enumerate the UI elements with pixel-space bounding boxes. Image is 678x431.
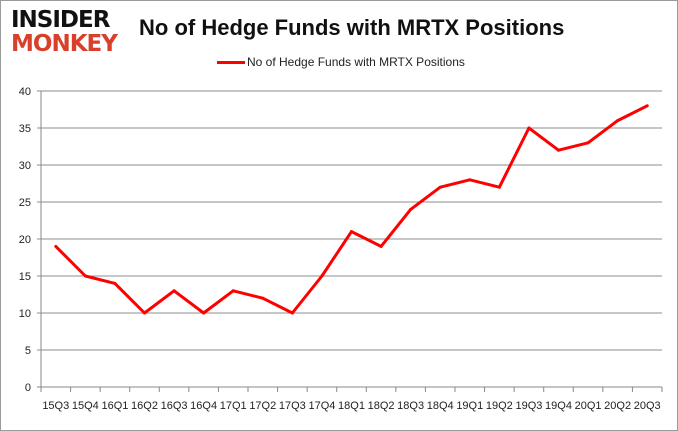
x-tick-label: 18Q3 <box>397 400 424 412</box>
x-tick-label: 16Q4 <box>190 400 217 412</box>
data-point <box>379 244 383 248</box>
legend-label: No of Hedge Funds with MRTX Positions <box>247 55 465 69</box>
x-tick-label: 17Q4 <box>308 400 335 412</box>
x-tick-label: 18Q4 <box>427 400 454 412</box>
x-tick-label: 19Q3 <box>515 400 542 412</box>
x-tick-label: 19Q1 <box>456 400 483 412</box>
y-tick-label: 30 <box>19 160 31 172</box>
data-point <box>497 185 501 189</box>
x-tick-label: 17Q3 <box>279 400 306 412</box>
x-tick-label: 17Q1 <box>220 400 247 412</box>
x-tick-label: 17Q2 <box>249 400 276 412</box>
x-tick-label: 15Q3 <box>42 400 69 412</box>
logo-insider: INSIDER <box>11 7 110 33</box>
x-tick-label: 15Q4 <box>72 400 99 412</box>
y-tick-label: 0 <box>25 382 31 394</box>
data-point <box>113 281 117 285</box>
data-point <box>438 185 442 189</box>
y-tick-label: 5 <box>25 345 31 357</box>
x-tick-label: 16Q3 <box>161 400 188 412</box>
logo-monkey: MONKEY <box>11 31 118 57</box>
legend-swatch <box>217 60 245 64</box>
x-tick-label: 19Q4 <box>545 400 572 412</box>
data-point <box>557 148 560 152</box>
data-point <box>320 274 324 278</box>
x-tick-label: 16Q1 <box>101 400 128 412</box>
x-tick-label: 16Q2 <box>131 400 158 412</box>
x-tick-label: 20Q2 <box>604 400 631 412</box>
x-tick-label: 19Q2 <box>486 400 513 412</box>
x-tick-label: 20Q1 <box>575 400 602 412</box>
y-tick-label: 35 <box>19 123 31 135</box>
y-tick-label: 10 <box>19 308 31 320</box>
data-point <box>468 178 472 182</box>
data-point <box>409 207 413 211</box>
data-point <box>83 274 87 278</box>
data-point <box>616 119 620 123</box>
x-tick-label: 18Q1 <box>338 400 365 412</box>
series-line <box>54 104 648 315</box>
data-point <box>261 296 265 300</box>
data-point <box>527 126 531 130</box>
y-tick-label: 15 <box>19 271 31 283</box>
data-point <box>202 311 206 315</box>
data-point <box>645 104 649 108</box>
y-tick-label: 25 <box>19 197 31 209</box>
x-tick-label: 18Q2 <box>368 400 395 412</box>
x-tick-label: 20Q3 <box>634 400 661 412</box>
data-point <box>143 311 146 315</box>
data-point <box>290 311 294 315</box>
legend: No of Hedge Funds with MRTX Positions <box>217 55 465 69</box>
data-point <box>172 289 176 293</box>
chart-title: No of Hedge Funds with MRTX Positions <box>139 15 565 40</box>
data-point <box>350 230 353 234</box>
y-tick-label: 20 <box>19 234 31 246</box>
data-point <box>586 141 590 145</box>
data-point <box>231 289 235 293</box>
y-tick-label: 40 <box>19 86 31 98</box>
data-point <box>54 244 58 248</box>
